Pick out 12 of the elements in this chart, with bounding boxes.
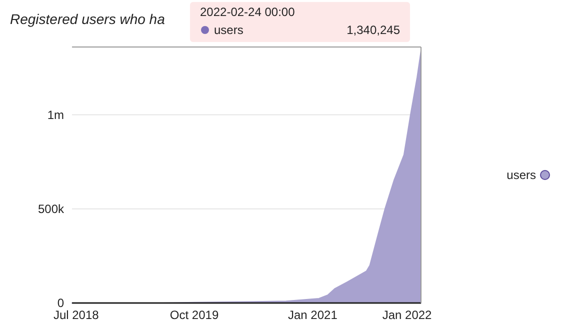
x-tick-label: Jan 2022 [382,308,432,322]
text: users [214,23,244,37]
chart-subtitle: Registered users who ha [10,11,166,27]
x-tick-label: Jul 2018 [53,308,100,322]
x-tick-label: Oct 2019 [170,308,219,322]
text: 2022-02-24 00:00 [200,5,296,19]
x-tick-label: Jan 2021 [288,308,338,322]
y-tick-label: 500k [38,202,65,216]
y-tick-label: 0 [57,296,64,310]
text: 1,340,245 [346,23,400,37]
legend-label: users [506,168,536,182]
y-tick-label: 1m [47,108,64,122]
